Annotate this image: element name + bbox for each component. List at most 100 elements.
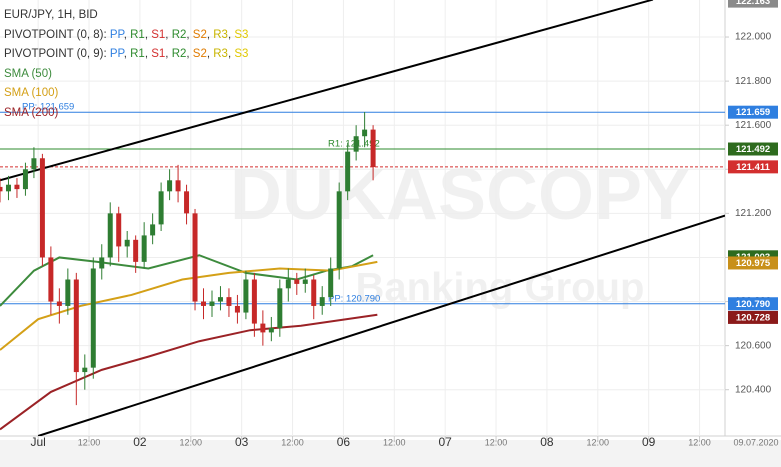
- instrument-title: EUR/JPY, 1H, BID: [4, 9, 98, 21]
- candle-body: [328, 268, 334, 298]
- candle-body: [39, 158, 45, 258]
- price-badge-label: 122.163: [736, 0, 770, 7]
- price-badge-label: 121.492: [736, 144, 770, 155]
- legend-entry: SMA (100): [4, 87, 59, 99]
- candle-body: [260, 323, 266, 333]
- pivot-legend-item: R2: [171, 28, 187, 41]
- pivot-label: PP: 120.790: [328, 293, 380, 304]
- x-tick-label: 06: [337, 435, 351, 449]
- candle-body: [362, 129, 368, 137]
- legend: EUR/JPY, 1H, BID PIVOTPOINT (0, 8): PP, R…: [4, 6, 248, 123]
- pivot-legend-item: R2: [171, 48, 187, 60]
- sma-line: [0, 313, 378, 431]
- x-tick-label: 12:00: [78, 437, 101, 447]
- x-tick-label: 12:00: [180, 437, 203, 447]
- candle-body: [133, 239, 139, 262]
- legend-row: SMA (100): [4, 84, 248, 104]
- price-badge: [728, 256, 778, 270]
- trend-line: [37, 214, 725, 436]
- price-badge-label: 121.659: [736, 107, 770, 118]
- pivot-legend-item: R3: [213, 28, 228, 41]
- candle-body: [116, 213, 122, 247]
- price-badge-label: 120.728: [736, 312, 770, 323]
- candle-body: [150, 224, 156, 236]
- pivot-legend-name: PIVOTPOINT (0, 8):: [4, 28, 107, 41]
- legend-entry: SMA (200): [4, 106, 59, 119]
- candle-body: [302, 279, 308, 284]
- x-tick-label: Jul: [30, 435, 45, 449]
- candle-body: [65, 279, 71, 306]
- candle-body: [0, 186, 3, 192]
- legend-row: PIVOTPOINT (0, 9): PP, R1, S1, R2, S2, R…: [4, 48, 249, 60]
- price-badge: [728, 0, 778, 8]
- candle-body: [336, 191, 342, 269]
- trend-line: [0, 0, 654, 182]
- candle-body: [90, 268, 96, 368]
- price-badge: [728, 105, 778, 119]
- candle-body: [370, 129, 376, 168]
- pivot-legend-item: S2: [192, 28, 207, 41]
- legend-row: EUR/JPY, 1H, BID: [4, 6, 248, 26]
- candle-body: [294, 279, 300, 284]
- candle-body: [192, 213, 198, 302]
- price-badge: [728, 297, 778, 311]
- candle-body: [319, 297, 325, 306]
- candle-body: [141, 235, 147, 262]
- candle-body: [107, 213, 113, 258]
- pivot-legend-item: R1: [130, 28, 145, 41]
- x-tick-label: 03: [235, 435, 249, 449]
- pivot-legend-item: S2: [192, 48, 207, 60]
- pivot-legend-item: S1: [151, 28, 166, 41]
- x-tick-label: 12:00: [587, 437, 610, 447]
- candle-body: [311, 279, 317, 306]
- candle-body: [209, 301, 215, 306]
- pivot-legend-item: R3: [213, 48, 228, 60]
- candle-body: [5, 184, 11, 192]
- candle-body: [268, 327, 274, 333]
- y-tick-label: 120.400: [735, 384, 772, 395]
- x-tick-label: 07: [438, 435, 452, 449]
- candle-body: [217, 297, 223, 302]
- candle-body: [22, 169, 28, 190]
- date-label: 09.07.2020: [733, 437, 778, 447]
- watermark: DUKASCOPY: [230, 155, 690, 235]
- candle-body: [251, 279, 257, 324]
- pivot-legend-item: S3: [234, 28, 249, 41]
- pivot-label: PP: 121.659: [22, 102, 74, 113]
- x-tick-label: 02: [133, 435, 147, 449]
- y-tick-label: 122.000: [735, 32, 772, 43]
- pivot-legend-item: PP: [109, 48, 124, 60]
- pivot-legend-name: PIVOTPOINT (0, 9):: [4, 48, 107, 60]
- candle-body: [73, 279, 79, 373]
- y-tick-label: 120.600: [735, 340, 772, 351]
- x-tick-label: 08: [540, 435, 554, 449]
- legend-row: PIVOTPOINT (0, 8): PP, R1, S1, R2, S2, R…: [4, 28, 249, 41]
- pivot-legend-item: PP: [109, 28, 124, 41]
- candle-body: [56, 301, 62, 306]
- candle-body: [277, 288, 283, 328]
- pivot-legend-item: S1: [151, 48, 166, 60]
- price-badge-label: 120.975: [736, 258, 771, 269]
- y-tick-label: 121.200: [735, 208, 772, 219]
- y-tick-label: 121.800: [735, 76, 772, 87]
- candle-body: [124, 239, 130, 247]
- legend-entry: SMA (50): [4, 67, 52, 80]
- y-tick-label: 121.600: [735, 120, 772, 131]
- legend-row: SMA (200): [4, 104, 248, 124]
- x-tick-label: 12:00: [688, 437, 711, 447]
- pivot-legend-item: S3: [234, 48, 249, 60]
- candle-body: [175, 180, 181, 192]
- candle-body: [158, 191, 164, 225]
- candle-body: [234, 305, 240, 313]
- candle-body: [184, 191, 190, 214]
- candle-body: [243, 279, 249, 313]
- candle-body: [353, 136, 359, 152]
- x-tick-label: 09: [642, 435, 656, 449]
- legend-row: SMA (50): [4, 65, 248, 85]
- x-tick-label: 12:00: [485, 437, 508, 447]
- candle-body: [14, 184, 20, 190]
- candle-body: [99, 257, 105, 269]
